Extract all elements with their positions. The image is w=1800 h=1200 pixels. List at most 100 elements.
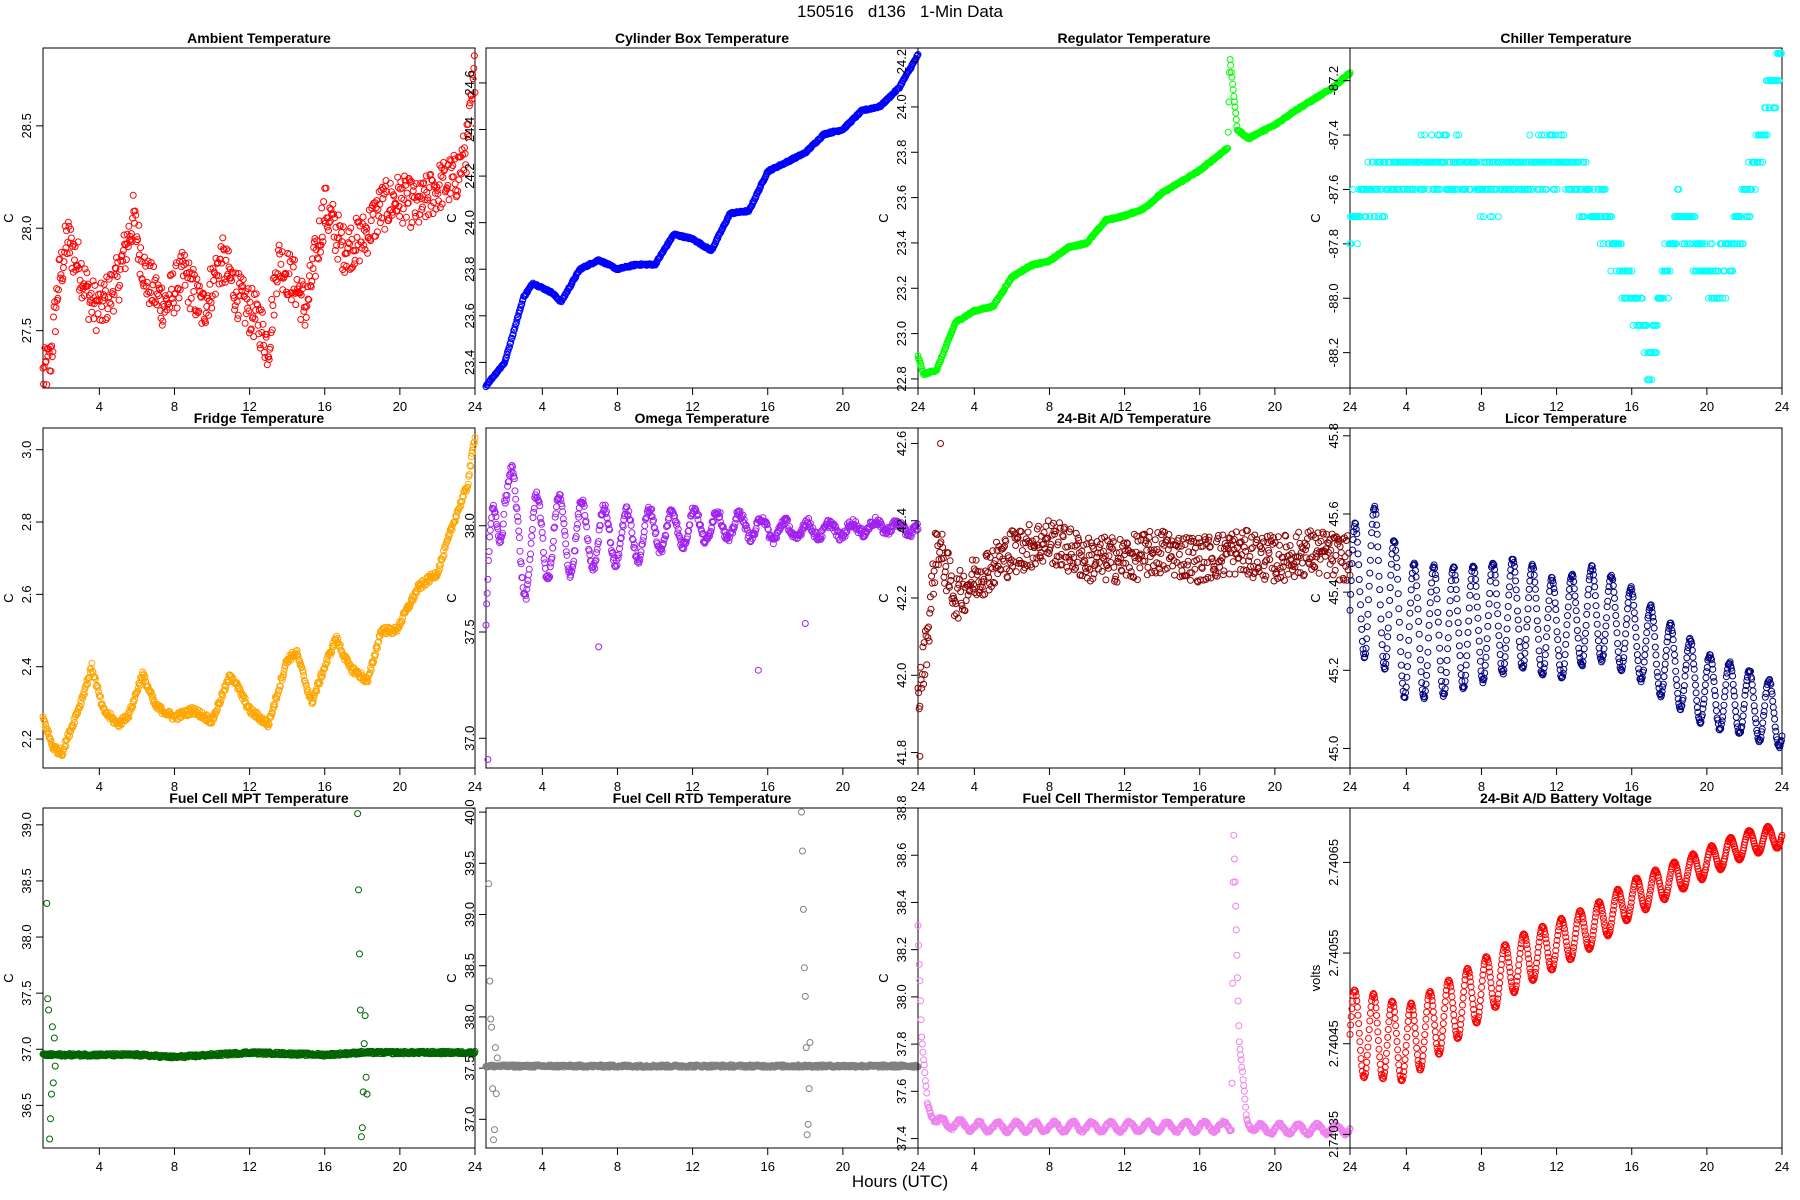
data-point <box>251 315 259 323</box>
data-point <box>309 265 317 272</box>
data-point <box>447 157 455 165</box>
data-point <box>325 227 332 234</box>
data-point <box>351 256 359 264</box>
data-point <box>394 173 402 181</box>
data-point <box>176 286 184 294</box>
data-point <box>140 282 148 290</box>
x-tick-label: 8 <box>1046 399 1053 414</box>
x-tick-label: 24 <box>468 399 482 414</box>
data-point <box>487 520 495 528</box>
data-series <box>482 462 922 763</box>
data-point <box>59 264 67 272</box>
data-point <box>135 221 143 229</box>
y-tick-label: 23.6 <box>462 303 477 328</box>
data-point <box>470 52 478 60</box>
y-tick-label: 22.8 <box>894 366 909 391</box>
data-point <box>205 311 213 319</box>
data-point <box>1232 116 1240 123</box>
data-point <box>263 330 271 338</box>
data-point <box>378 214 386 222</box>
data-point <box>519 584 527 592</box>
y-tick-label: 28.0 <box>19 216 34 241</box>
data-point <box>407 223 415 231</box>
data-point <box>437 172 445 180</box>
data-point <box>930 567 938 575</box>
outlier-point <box>595 643 603 651</box>
data-point <box>289 263 297 271</box>
data-point <box>285 270 293 278</box>
data-point <box>208 304 216 312</box>
data-point <box>1224 128 1232 136</box>
data-point <box>1023 551 1031 558</box>
data-point <box>171 290 179 298</box>
data-point <box>641 522 649 530</box>
data-point <box>110 307 117 315</box>
x-tick-label: 8 <box>614 399 621 414</box>
data-point <box>247 325 255 333</box>
data-point <box>279 286 287 294</box>
data-point <box>455 176 463 184</box>
data-point <box>307 283 315 291</box>
data-point <box>233 298 241 306</box>
data-point <box>131 219 138 227</box>
data-point <box>97 290 104 298</box>
x-tick-label: 16 <box>761 399 775 414</box>
data-point <box>469 71 476 79</box>
data-point <box>187 294 195 302</box>
data-point <box>136 270 144 278</box>
data-point <box>305 272 313 280</box>
data-point <box>300 307 308 315</box>
data-point <box>1226 56 1234 63</box>
y-tick-label: -87.8 <box>1326 229 1341 259</box>
data-point <box>1187 576 1194 584</box>
data-point <box>308 278 316 285</box>
data-point <box>266 343 274 351</box>
data-point <box>273 290 281 298</box>
data-point <box>422 172 430 180</box>
data-point <box>161 308 169 316</box>
data-point <box>74 238 82 246</box>
data-point <box>200 290 208 298</box>
data-point <box>1428 131 1436 139</box>
data-point <box>399 205 407 213</box>
data-point <box>223 245 231 253</box>
data-point <box>248 284 256 292</box>
data-point <box>113 273 121 280</box>
y-tick-label: 42.0 <box>894 663 909 688</box>
data-point <box>206 280 214 288</box>
y-tick-label: 2.8 <box>19 513 34 531</box>
data-point <box>189 275 197 283</box>
data-point <box>432 205 440 213</box>
data-point <box>379 195 387 203</box>
x-tick-label: 4 <box>96 779 103 794</box>
data-point <box>302 303 310 311</box>
data-point <box>119 247 127 254</box>
data-point <box>528 526 536 533</box>
data-point <box>389 208 397 216</box>
x-tick-label: 24 <box>1775 399 1789 414</box>
y-tick-label: 38.0 <box>462 513 477 538</box>
data-point <box>538 528 546 536</box>
data-point <box>1012 568 1020 576</box>
y-axis-label: C <box>1 213 16 222</box>
data-point <box>315 217 323 225</box>
data-point <box>1024 528 1032 536</box>
data-point <box>224 247 232 255</box>
data-point <box>960 572 968 580</box>
data-point <box>318 233 326 241</box>
data-point <box>411 209 419 217</box>
data-point <box>59 275 67 283</box>
data-point <box>55 256 63 264</box>
data-point <box>268 295 276 303</box>
data-point <box>522 595 530 603</box>
data-point <box>378 183 386 191</box>
data-point <box>320 198 328 206</box>
data-point <box>363 224 371 232</box>
data-point <box>91 281 99 289</box>
data-point <box>39 364 47 372</box>
data-point <box>527 539 535 547</box>
panel-title: 24-Bit A/D Temperature <box>1057 410 1211 426</box>
data-point <box>254 321 262 329</box>
